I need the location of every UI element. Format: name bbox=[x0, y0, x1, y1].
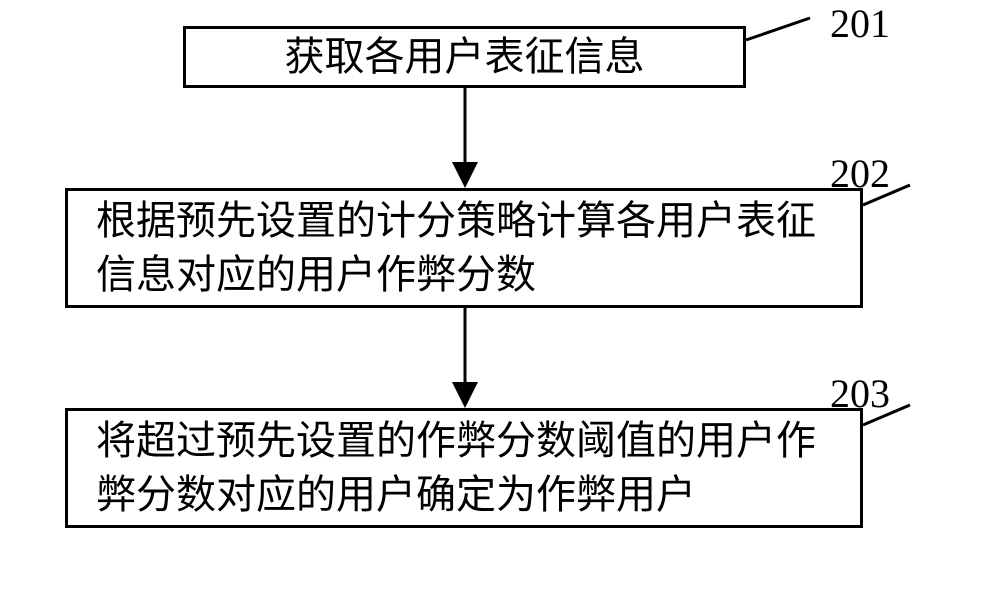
flow-node-1-ref: 201 bbox=[830, 0, 890, 47]
flowchart-canvas: 获取各用户表征信息 201 根据预先设置的计分策略计算各用户表征信息对应的用户作… bbox=[0, 0, 1000, 606]
edge-2-3-arrow bbox=[452, 382, 478, 408]
flow-node-2-text: 根据预先设置的计分策略计算各用户表征信息对应的用户作弊分数 bbox=[96, 194, 832, 302]
flow-node-2-ref: 202 bbox=[830, 150, 890, 197]
flow-node-1-callout bbox=[744, 16, 812, 42]
flow-node-2: 根据预先设置的计分策略计算各用户表征信息对应的用户作弊分数 bbox=[65, 188, 863, 308]
edge-1-2-arrow bbox=[452, 162, 478, 188]
edge-1-2 bbox=[439, 88, 491, 188]
flow-node-3: 将超过预先设置的作弊分数阈值的用户作弊分数对应的用户确定为作弊用户 bbox=[65, 408, 863, 528]
callout-line-1 bbox=[746, 18, 810, 40]
flow-node-3-text: 将超过预先设置的作弊分数阈值的用户作弊分数对应的用户确定为作弊用户 bbox=[96, 414, 832, 522]
flow-node-1-text: 获取各用户表征信息 bbox=[285, 30, 645, 84]
flow-node-1: 获取各用户表征信息 bbox=[183, 26, 746, 88]
flow-node-3-ref: 203 bbox=[830, 370, 890, 417]
edge-2-3 bbox=[439, 308, 491, 408]
